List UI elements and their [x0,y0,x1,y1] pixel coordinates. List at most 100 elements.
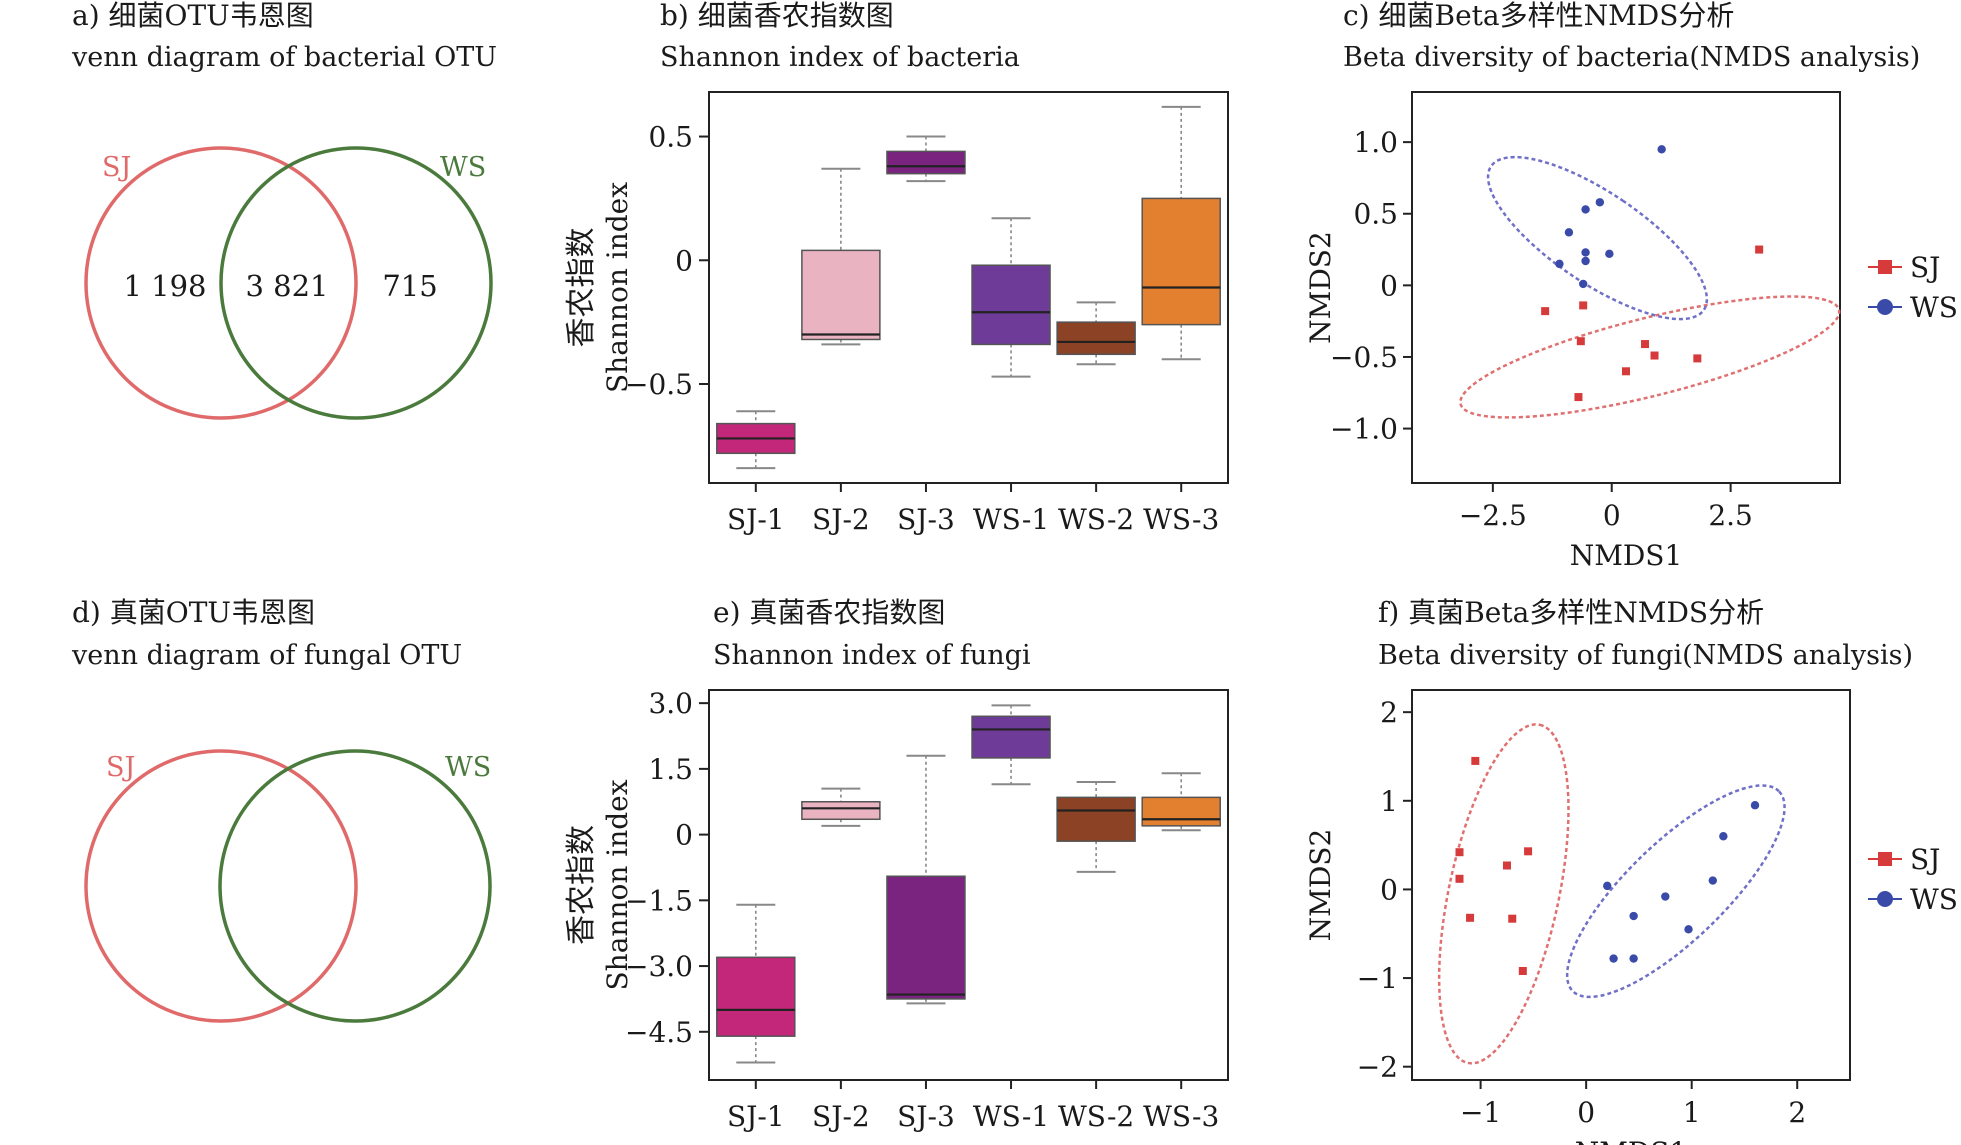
point-sj [1641,340,1650,349]
plot-frame [708,91,1229,484]
y-tick-label: 0 [1380,269,1398,302]
point-ws [1657,145,1666,154]
x-tick-label: WS-1 [973,503,1049,536]
venn-ws-only-value: 715 [382,269,437,303]
ellipse-sj [1459,295,1841,419]
point-sj [1471,756,1480,765]
point-ws [1581,248,1590,257]
x-tick-label: SJ-1 [727,503,785,536]
y-axis-label-cn: 香农指数 [564,228,599,348]
point-sj [1541,307,1550,316]
y-axis-label: NMDS2 [1304,231,1337,344]
box-ws-1 [971,715,1051,759]
x-tick-label: WS-3 [1143,1100,1219,1133]
panel-d-subtitle: venn diagram of fungal OTU [71,640,462,671]
boxplot-fungi: 3.0 1.5 0 −1.5 −3.0 −4.5 SJ-1 SJ-2 SJ-3 WS-1 WS-2 W… [564,687,1229,1133]
point-sj [1622,367,1630,376]
point-ws [1719,832,1728,841]
y-tick-label: 2 [1380,696,1398,729]
boxplot-bacteria: 0.5 0 −0.5 SJ-1 SJ-2 SJ-3 WS-1 WS-2 WS-3 香农指数 Shan… [564,91,1229,536]
legend-label-ws: WS [1910,883,1958,916]
point-sj [1502,861,1511,870]
legend-ws-marker [1877,299,1893,315]
point-sj [1693,354,1702,363]
x-tick-label: −1 [1460,1096,1501,1129]
point-ws [1555,259,1564,269]
y-tick-label: 0 [1380,873,1398,906]
y-tick-label: −4.5 [625,1016,693,1049]
point-ws [1564,228,1574,237]
panel-f-title: f) 真菌Beta多样性NMDS分析 [1378,596,1764,629]
panel-b-title: b) 细菌香农指数图 [660,0,894,32]
x-tick-label: 2.5 [1708,499,1753,532]
y-tick-label: −3.0 [625,950,693,983]
y-tick-label: 0 [675,244,693,277]
x-tick-label: WS-2 [1058,503,1134,536]
x-tick-label: SJ-3 [897,503,955,536]
x-tick-label: 0 [1603,499,1621,532]
box-sj-2 [801,249,881,341]
ellipse-sj [1437,723,1570,1065]
point-ws [1629,911,1638,921]
y-axis-label: NMDS2 [1304,829,1337,942]
point-sj [1576,337,1585,346]
panel-d-title: d) 真菌OTU韦恩图 [72,596,315,629]
point-ws [1629,954,1638,963]
point-ws [1579,279,1588,289]
point-sj [1579,301,1588,310]
box-ws-2 [1056,796,1136,842]
x-tick-label: −2.5 [1459,499,1527,532]
y-tick-label: −2 [1357,1051,1398,1084]
y-axis-label: Shannon index [601,779,634,990]
panel-e-subtitle: Shannon index of fungi [713,640,1031,671]
x-tick-label: SJ-2 [812,1100,870,1133]
venn-sj-circle [84,749,358,1023]
point-sj [1574,393,1583,402]
box-ws-3 [1141,796,1221,827]
y-tick-label: 1.0 [1353,126,1398,159]
y-tick-label: 3.0 [648,687,693,720]
plot-frame [1411,91,1841,484]
panel-b-subtitle: Shannon index of bacteria [660,42,1020,73]
venn-sj-circle [84,146,358,420]
point-sj [1518,966,1527,975]
x-tick-label: SJ-2 [812,503,870,536]
venn-ws-label: WS [440,152,486,183]
y-tick-label: −1.5 [625,884,693,917]
point-sj [1755,245,1764,254]
point-ws [1750,801,1760,810]
x-tick-label: 0 [1577,1096,1595,1129]
venn-overlap-value: 3 821 [245,269,328,303]
panel-e-title: e) 真菌香农指数图 [713,596,945,629]
point-ws [1609,954,1618,963]
y-tick-label: 1.5 [648,753,693,786]
venn-ws-label: WS [445,752,491,783]
point-sj [1466,913,1475,922]
y-tick-label: 0.5 [1353,198,1398,231]
panel-c-subtitle: Beta diversity of bacteria(NMDS analysis… [1343,42,1920,73]
point-sj [1508,914,1517,923]
x-axis-label: NMDS1 [1570,539,1683,572]
plot-frame [1411,689,1851,1081]
point-ws [1603,881,1612,891]
point-sj [1650,351,1659,360]
point-ws [1684,925,1693,934]
panel-a-title: a) 细菌OTU韦恩图 [72,0,314,32]
x-tick-label: SJ-1 [727,1100,785,1133]
venn-sj-label: SJ [102,152,131,183]
legend-sj-marker [1878,260,1892,274]
venn-sj-only-value: 1 198 [123,269,206,303]
x-axis-label: NMDS1 [1575,1136,1688,1145]
x-tick-label: 2 [1788,1096,1806,1129]
x-tick-label: WS-2 [1058,1100,1134,1133]
box-ws-2 [1056,321,1136,356]
point-sj [1455,848,1464,857]
x-tick-label: 1 [1683,1096,1701,1129]
y-axis-label: Shannon index [601,182,634,393]
venn-ws-circle [219,146,493,420]
box-ws-1 [971,264,1051,346]
venn-fungi: SJ WS [84,749,492,1023]
x-tick-label: WS-3 [1143,503,1219,536]
y-axis-label-cn: 香农指数 [564,825,599,945]
